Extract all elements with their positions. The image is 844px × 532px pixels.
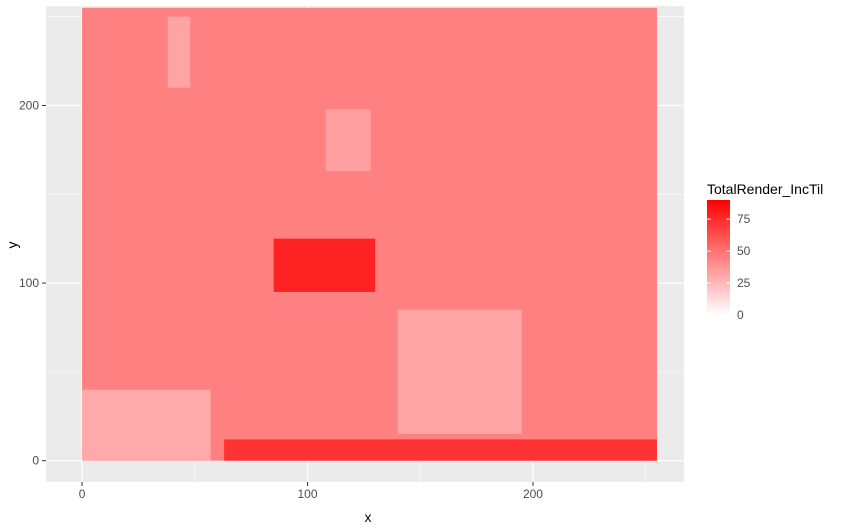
heatmap-region [325,109,371,172]
x-tick-label: 100 [297,487,317,501]
y-tick-label: 200 [19,98,39,112]
y-tick-label: 0 [32,454,39,468]
x-tick-label: 200 [523,487,543,501]
heatmap-region [273,238,376,292]
y-tick-label: 100 [19,276,39,290]
legend-colorbar [707,200,730,315]
y-axis-title: y [4,242,20,249]
legend-tick-label: 50 [737,244,751,258]
x-tick-label: 0 [79,487,86,501]
heatmap-region [82,389,211,461]
heatmap-region [397,309,522,435]
heatmap-region [167,16,191,88]
legend-ticks: 0 25 50 75 [707,212,751,322]
legend-title: TotalRender_IncTil [707,181,823,197]
axis-ticks: 0 100 200 0 100 200 [19,98,543,501]
legend-tick-label: 25 [737,276,751,290]
legend-tick-label: 75 [737,212,751,226]
heatmap-raster [82,7,657,461]
legend: TotalRender_IncTil 0 25 50 75 [707,181,823,322]
legend-tick-label: 0 [737,308,744,322]
x-axis-title: x [365,509,372,525]
heatmap-region [224,439,657,461]
